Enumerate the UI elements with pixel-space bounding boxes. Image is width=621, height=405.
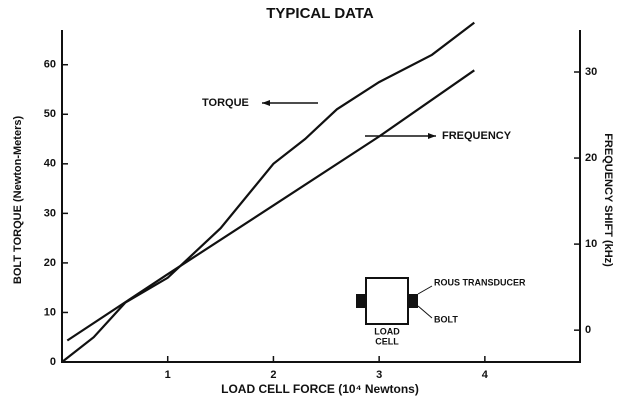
x-tick-label: 4 (482, 369, 489, 381)
y2-tick-label: 20 (585, 152, 597, 164)
y2-tick-label: 0 (585, 324, 591, 336)
inset-diagram: ROUS TRANSDUCER BOLT LOAD CELL (356, 277, 526, 346)
y-tick-label: 60 (44, 59, 56, 71)
inset-label: CELL (375, 336, 399, 346)
y-axis-label: BOLT TORQUE (Newton-Meters) (12, 116, 24, 285)
series-label: FREQUENCY (442, 130, 512, 142)
y2-tick-label: 10 (585, 238, 597, 250)
inset-label: LOAD (374, 326, 400, 336)
data-line (62, 23, 474, 362)
x-tick-label: 2 (270, 369, 276, 381)
x-tick-label: 1 (165, 369, 171, 381)
inset-label: BOLT (434, 314, 458, 324)
leader (418, 286, 432, 294)
chart: TYPICAL DATA LOAD CELL FORCE (10⁴ Newton… (0, 0, 621, 405)
arrow-head (428, 133, 436, 139)
y-tick-label: 50 (44, 108, 56, 120)
series-label: TORQUE (202, 97, 249, 109)
inset-label: ROUS TRANSDUCER (434, 277, 526, 287)
y-tick-label: 40 (44, 158, 56, 170)
y-tick-label: 10 (44, 306, 56, 318)
x-axis-label: LOAD CELL FORCE (10⁴ Newtons) (221, 382, 419, 396)
bolt-head (356, 294, 366, 308)
chart-title: TYPICAL DATA (266, 5, 374, 22)
y2-tick-label: 30 (585, 66, 597, 78)
x-tick-label: 3 (376, 369, 382, 381)
bolt-head (408, 294, 418, 308)
y-tick-label: 20 (44, 257, 56, 269)
leader (418, 306, 432, 318)
load-cell (366, 278, 408, 324)
y-tick-label: 30 (44, 207, 56, 219)
y2-axis-label: FREQUENCY SHIFT (kHz) (602, 133, 614, 267)
axes (62, 30, 580, 362)
y-tick-label: 0 (50, 356, 56, 368)
arrow-head (262, 100, 270, 106)
